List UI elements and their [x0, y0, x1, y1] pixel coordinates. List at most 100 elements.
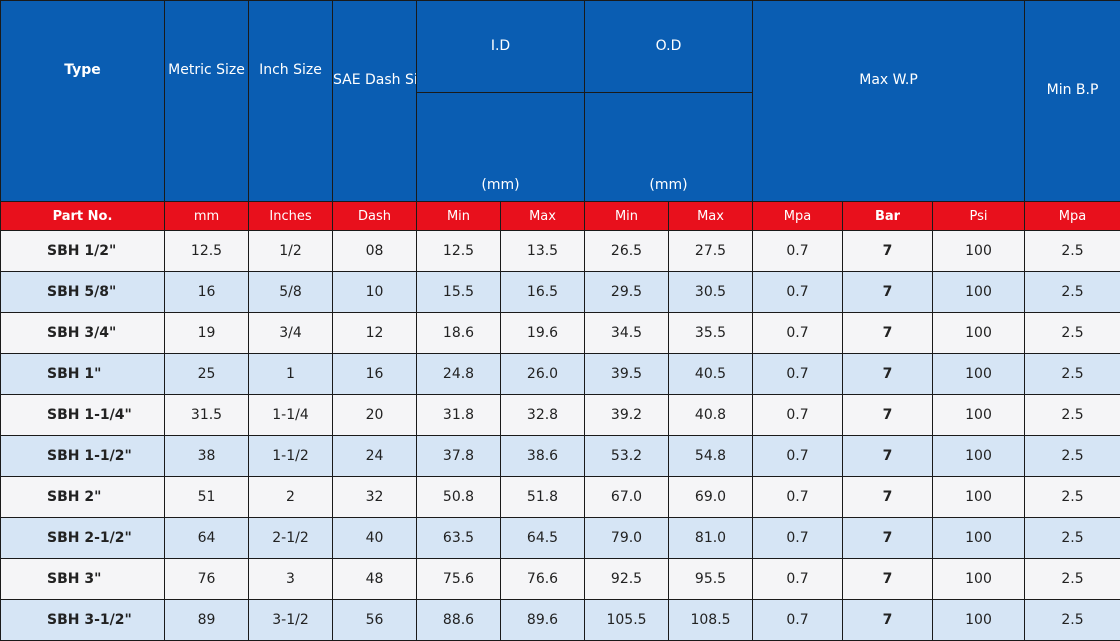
cell-dash: 20 — [333, 395, 417, 436]
cell-wp-psi: 100 — [933, 436, 1025, 477]
cell-wp-bar: 7 — [843, 231, 933, 272]
cell-wp-mpa: 0.7 — [753, 477, 843, 518]
cell-od-max: 40.5 — [669, 354, 753, 395]
subheader-part-no: Part No. — [1, 202, 165, 231]
cell-od-max: 54.8 — [669, 436, 753, 477]
cell-inches: 1/2 — [249, 231, 333, 272]
cell-id-max: 51.8 — [501, 477, 585, 518]
cell-wp-bar: 7 — [843, 600, 933, 641]
header-metric-size: Metric Size — [165, 1, 249, 202]
subheader-od-min: Min — [585, 202, 669, 231]
cell-wp-mpa: 0.7 — [753, 354, 843, 395]
header-od-unit: (mm) — [585, 92, 753, 201]
subheader-id-max: Max — [501, 202, 585, 231]
cell-id-max: 26.0 — [501, 354, 585, 395]
cell-part-no: SBH 2-1/2" — [1, 518, 165, 559]
cell-wp-mpa: 0.7 — [753, 231, 843, 272]
subheader-wp-mpa: Mpa — [753, 202, 843, 231]
cell-id-min: 88.6 — [417, 600, 501, 641]
cell-wp-mpa: 0.7 — [753, 559, 843, 600]
cell-wp-bar: 7 — [843, 518, 933, 559]
cell-id-min: 12.5 — [417, 231, 501, 272]
table-body: SBH 1/2" 12.5 1/2 08 12.5 13.5 26.5 27.5… — [1, 231, 1120, 641]
cell-od-max: 27.5 — [669, 231, 753, 272]
cell-bp-mpa: 2.5 — [1025, 272, 1120, 313]
cell-wp-bar: 7 — [843, 272, 933, 313]
subheader-wp-bar: Bar — [843, 202, 933, 231]
cell-od-max: 30.5 — [669, 272, 753, 313]
cell-inches: 1 — [249, 354, 333, 395]
cell-wp-psi: 100 — [933, 231, 1025, 272]
cell-bp-mpa: 2.5 — [1025, 436, 1120, 477]
cell-id-min: 37.8 — [417, 436, 501, 477]
cell-od-min: 29.5 — [585, 272, 669, 313]
cell-bp-mpa: 2.5 — [1025, 231, 1120, 272]
cell-od-max: 69.0 — [669, 477, 753, 518]
cell-inches: 3-1/2 — [249, 600, 333, 641]
subheader-wp-psi: Psi — [933, 202, 1025, 231]
cell-inches: 3 — [249, 559, 333, 600]
cell-inches: 2-1/2 — [249, 518, 333, 559]
table-row: SBH 1/2" 12.5 1/2 08 12.5 13.5 26.5 27.5… — [1, 231, 1120, 272]
cell-od-max: 35.5 — [669, 313, 753, 354]
cell-part-no: SBH 5/8" — [1, 272, 165, 313]
cell-od-min: 67.0 — [585, 477, 669, 518]
cell-wp-mpa: 0.7 — [753, 436, 843, 477]
cell-id-max: 16.5 — [501, 272, 585, 313]
cell-wp-psi: 100 — [933, 354, 1025, 395]
cell-dash: 24 — [333, 436, 417, 477]
cell-wp-bar: 7 — [843, 313, 933, 354]
table-row: SBH 3-1/2" 89 3-1/2 56 88.6 89.6 105.5 1… — [1, 600, 1120, 641]
cell-bp-mpa: 2.5 — [1025, 477, 1120, 518]
table-row: SBH 1-1/2" 38 1-1/2 24 37.8 38.6 53.2 54… — [1, 436, 1120, 477]
cell-wp-psi: 100 — [933, 518, 1025, 559]
cell-bp-mpa: 2.5 — [1025, 600, 1120, 641]
cell-part-no: SBH 3-1/2" — [1, 600, 165, 641]
header-max-wp: Max W.P — [753, 1, 1025, 202]
cell-id-min: 24.8 — [417, 354, 501, 395]
cell-dash: 08 — [333, 231, 417, 272]
cell-od-max: 108.5 — [669, 600, 753, 641]
table-row: SBH 2-1/2" 64 2-1/2 40 63.5 64.5 79.0 81… — [1, 518, 1120, 559]
cell-mm: 31.5 — [165, 395, 249, 436]
header-type: Type — [1, 1, 165, 202]
cell-dash: 40 — [333, 518, 417, 559]
header-min-bp: Min B.P — [1025, 1, 1120, 202]
cell-wp-bar: 7 — [843, 436, 933, 477]
cell-dash: 48 — [333, 559, 417, 600]
cell-od-min: 39.2 — [585, 395, 669, 436]
cell-dash: 32 — [333, 477, 417, 518]
header-id: I.D — [417, 1, 585, 93]
table-row: SBH 1" 25 1 16 24.8 26.0 39.5 40.5 0.7 7… — [1, 354, 1120, 395]
subheader-inches: Inches — [249, 202, 333, 231]
table-row: SBH 2" 51 2 32 50.8 51.8 67.0 69.0 0.7 7… — [1, 477, 1120, 518]
subheader-row: Part No. mm Inches Dash Min Max Min Max … — [1, 202, 1120, 231]
cell-mm: 12.5 — [165, 231, 249, 272]
cell-od-min: 92.5 — [585, 559, 669, 600]
header-od: O.D — [585, 1, 753, 93]
cell-id-min: 75.6 — [417, 559, 501, 600]
cell-id-min: 18.6 — [417, 313, 501, 354]
cell-id-max: 89.6 — [501, 600, 585, 641]
header-id-unit: (mm) — [417, 92, 585, 201]
cell-wp-bar: 7 — [843, 354, 933, 395]
cell-mm: 89 — [165, 600, 249, 641]
cell-wp-mpa: 0.7 — [753, 600, 843, 641]
cell-wp-mpa: 0.7 — [753, 518, 843, 559]
cell-mm: 51 — [165, 477, 249, 518]
cell-od-min: 53.2 — [585, 436, 669, 477]
cell-od-min: 26.5 — [585, 231, 669, 272]
cell-od-max: 81.0 — [669, 518, 753, 559]
cell-id-max: 76.6 — [501, 559, 585, 600]
cell-od-max: 40.8 — [669, 395, 753, 436]
cell-dash: 10 — [333, 272, 417, 313]
header-row-top: Type Metric Size Inch Size SAE Dash Size… — [1, 1, 1120, 93]
cell-id-max: 19.6 — [501, 313, 585, 354]
cell-part-no: SBH 1-1/2" — [1, 436, 165, 477]
cell-od-min: 105.5 — [585, 600, 669, 641]
cell-id-max: 64.5 — [501, 518, 585, 559]
cell-bp-mpa: 2.5 — [1025, 559, 1120, 600]
cell-wp-psi: 100 — [933, 272, 1025, 313]
cell-part-no: SBH 3/4" — [1, 313, 165, 354]
